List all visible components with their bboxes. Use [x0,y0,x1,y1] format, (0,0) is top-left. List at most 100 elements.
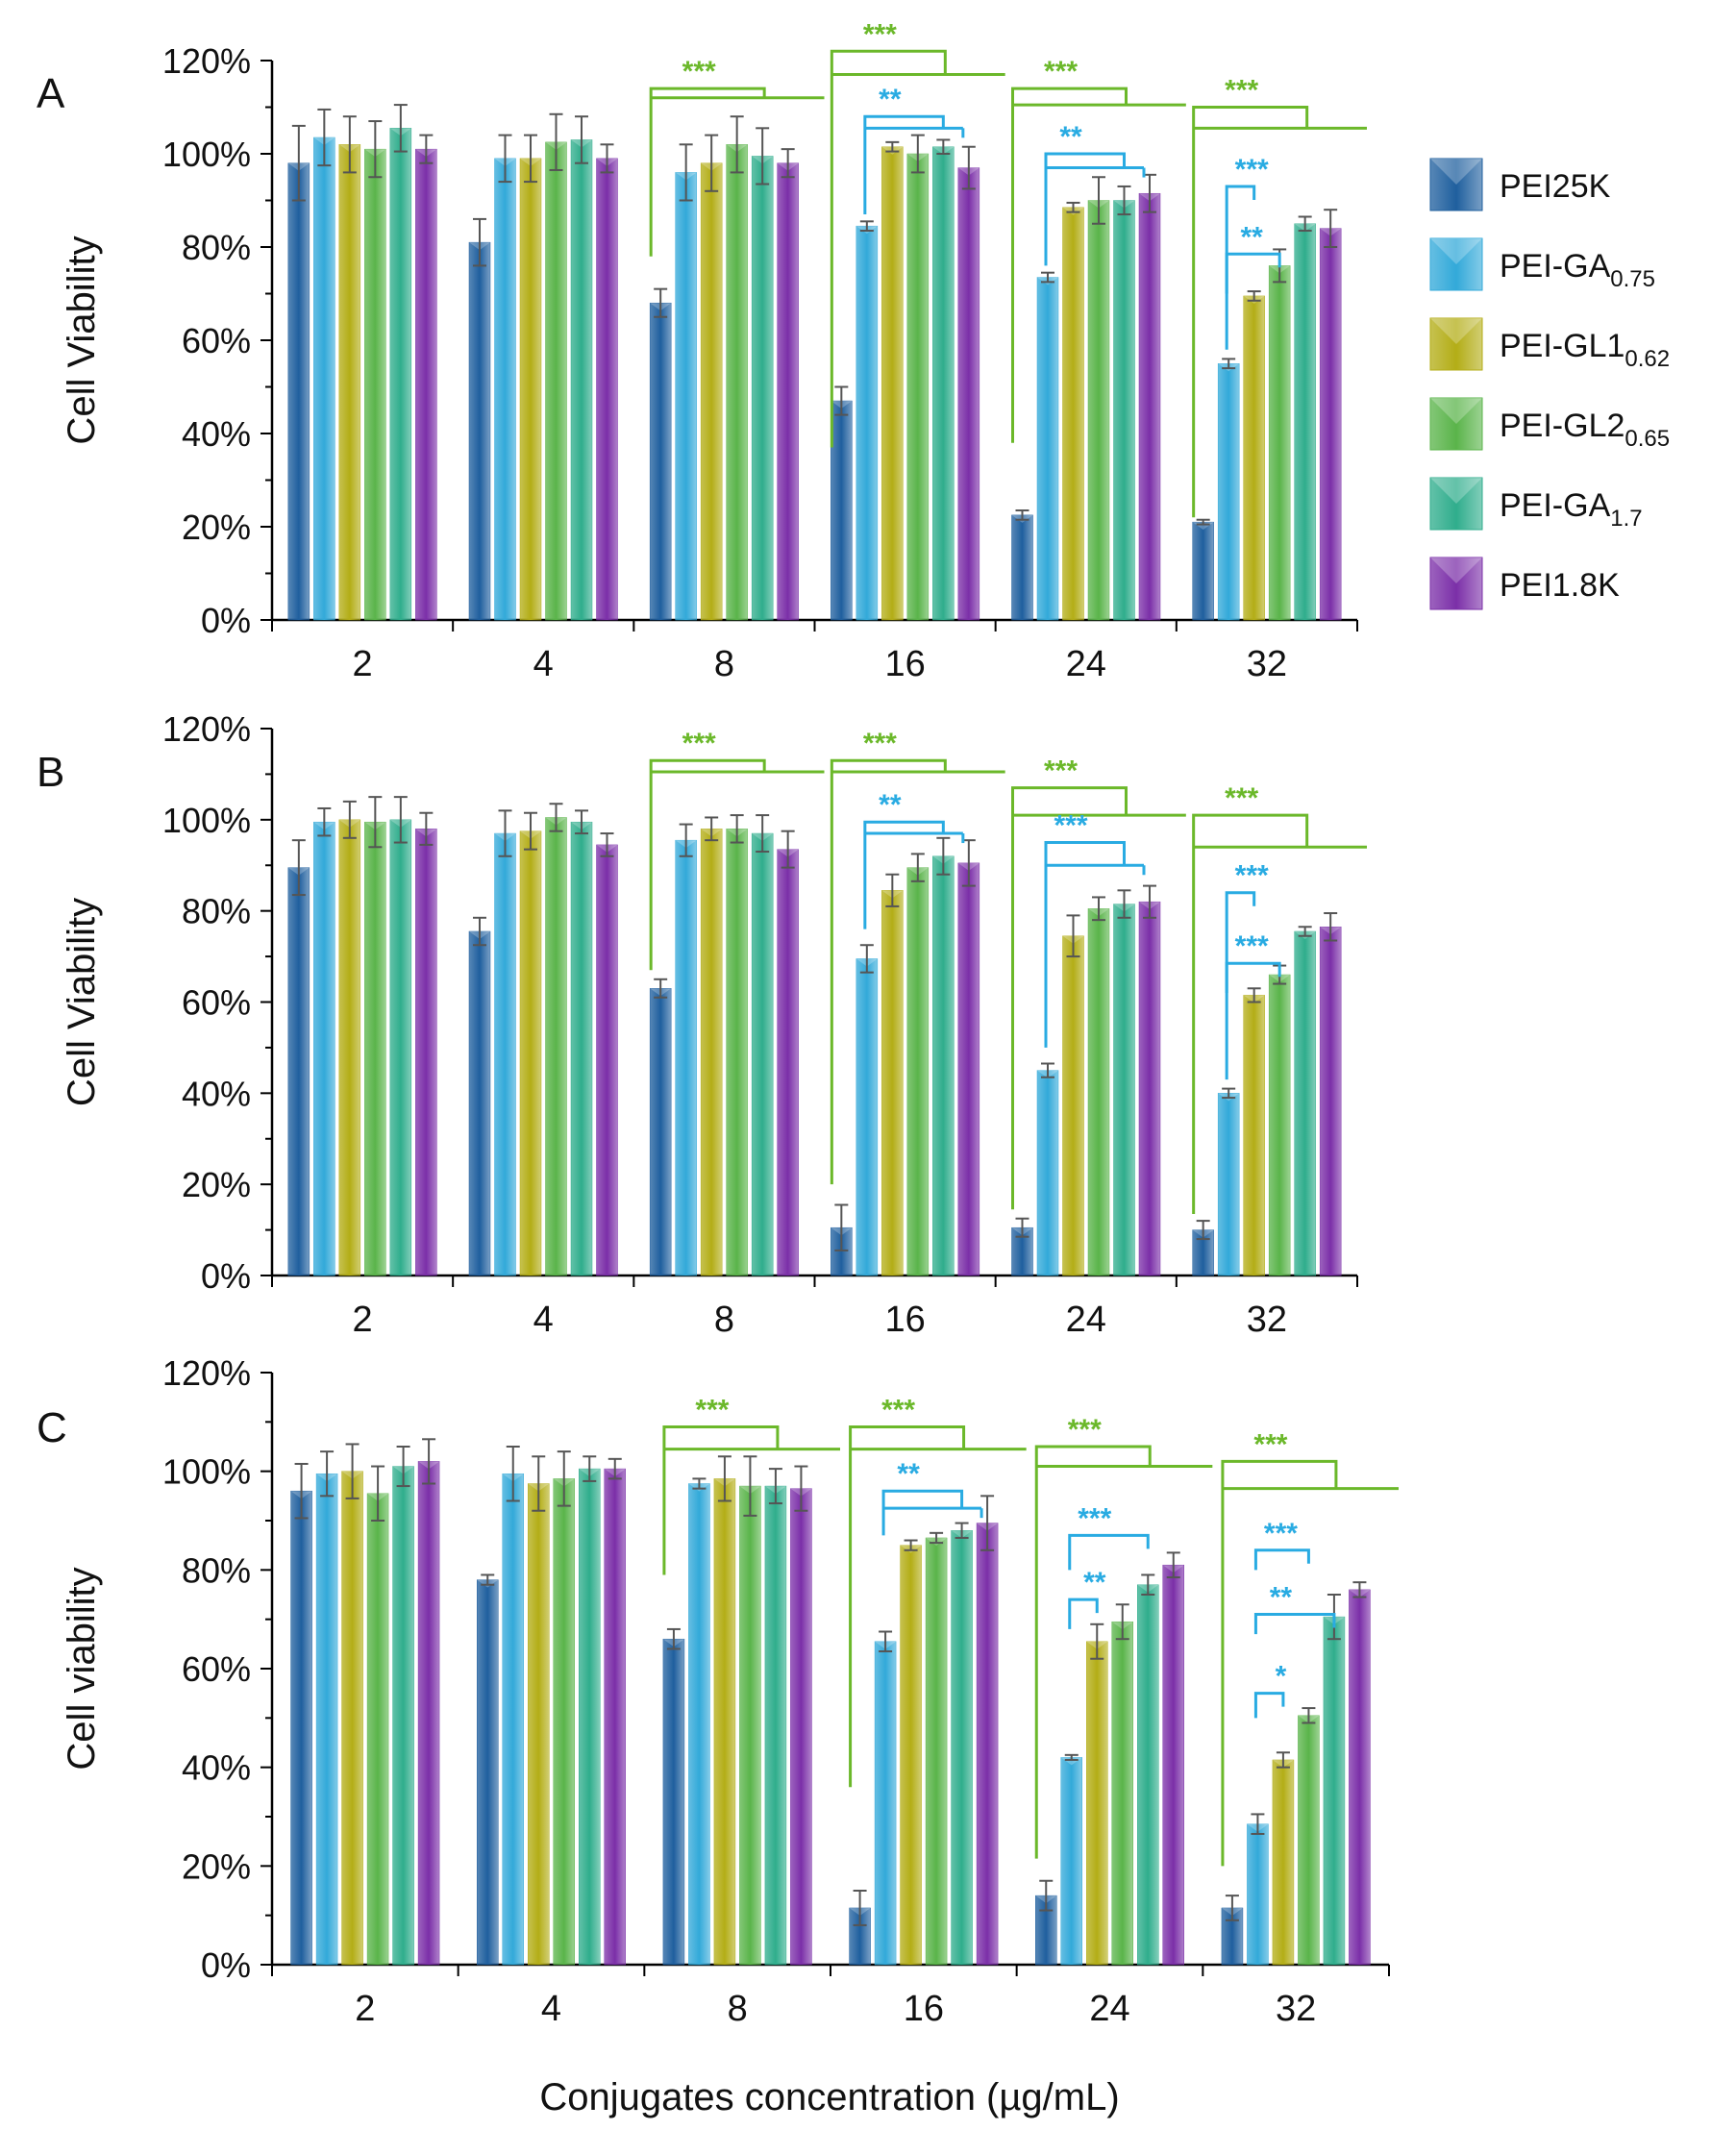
bar [777,849,799,1276]
bar [1138,192,1161,621]
significance-bracket: *** [649,728,825,971]
significance-bracket: ** [1044,121,1146,266]
bar [341,1471,363,1966]
legend-item: PEI-GL10.62 [1429,317,1670,372]
significance-stars: ** [1083,1567,1106,1598]
bar [688,1483,710,1966]
bar [1217,363,1240,621]
bar [831,400,853,621]
legend-item: PEI25K [1429,158,1611,211]
legend-swatch-bevel [1430,238,1482,264]
legend-item: PEI1.8K [1429,557,1620,610]
significance-stars: *** [1225,75,1258,107]
bar [287,867,310,1276]
significance-stars: *** [1235,154,1269,186]
legend-label-base: PEI-GA [1500,487,1611,524]
bar [764,1485,787,1966]
y-axis-label: Cell Viability [61,898,103,1106]
y-tick-label: 40% [182,414,251,454]
legend-label-subscript: 0.65 [1624,426,1670,452]
legend-label: PEI25K [1500,168,1611,205]
legend-label: PEI-GA1.7 [1500,487,1643,532]
bracket-line [830,49,947,448]
significance-stars: *** [1264,1518,1298,1549]
bar [856,958,879,1276]
y-tick-label: 100% [162,801,251,840]
bar [932,855,955,1276]
significance-stars: *** [863,728,897,759]
bracket-line [1253,1548,1310,1571]
bar [957,167,980,621]
bar [1247,1823,1269,1966]
significance-stars: *** [1253,1428,1287,1460]
legend-item: PEI-GL20.65 [1429,397,1670,452]
bar [1298,1715,1320,1966]
bar [790,1488,812,1966]
legend-label-subscript: 0.75 [1610,266,1655,292]
significance-stars: ** [897,1458,920,1490]
legend-swatch [1429,158,1483,211]
shared-x-axis-label: Conjugates concentration (µg/mL) [539,2076,1119,2118]
bar [976,1523,999,1966]
bracket-line [1068,1598,1099,1629]
bar [468,930,491,1276]
bracket-line [1044,152,1126,266]
x-tick-label: 16 [904,1989,944,2029]
y-tick-label: 80% [182,892,251,931]
bracket-line [1044,841,1126,1048]
bracket-line [1034,1445,1152,1859]
bar [502,1473,524,1966]
x-tick-label: 2 [353,1300,373,1340]
bracket-line [849,1424,966,1788]
bar [313,136,335,621]
bar [494,158,516,621]
bracket-line [863,114,945,215]
significance-stars: ** [1059,121,1082,153]
significance-stars: ** [879,789,902,821]
significance-bracket: ** [1225,221,1281,294]
legend-item: PEI-GA1.7 [1429,477,1643,532]
bar [1272,1759,1295,1966]
significance-bracket: *** [1253,1518,1310,1571]
x-tick-label: 8 [728,1989,748,2029]
x-tick-label: 8 [714,1300,734,1340]
bar [1319,927,1342,1276]
legend-label-subscript: 0.62 [1624,346,1670,372]
significance-stars: *** [1235,930,1269,962]
bar [1086,1641,1108,1966]
bar [700,162,723,621]
x-tick-label: 2 [353,644,373,684]
significance-bracket: *** [1068,1502,1150,1571]
bar [713,1478,736,1966]
bar [366,1493,389,1966]
bar [338,144,361,621]
bar [739,1485,761,1966]
bar [1011,514,1033,621]
y-tick-label: 40% [182,1074,251,1113]
panel-letter: C [37,1404,67,1451]
y-tick-label: 80% [182,228,251,267]
significance-stars: *** [1068,1414,1102,1446]
y-tick-label: 100% [162,1452,251,1492]
bar [545,817,567,1276]
significance-stars: *** [682,56,716,87]
x-tick-label: 32 [1247,644,1287,684]
bar [1111,1621,1133,1966]
bar [662,1638,685,1966]
significance-bracket: ** [1253,1582,1336,1635]
bar [579,1468,601,1966]
panel-letter: B [37,749,64,796]
bracket-line [1253,1613,1336,1635]
significance-stars: *** [682,728,716,759]
y-tick-label: 60% [182,321,251,360]
bar [596,158,618,621]
significance-bracket: *** [662,1394,840,1575]
significance-stars: * [1276,1661,1287,1693]
bar [1036,277,1059,621]
bracket-line [1192,106,1309,518]
y-tick-label: 40% [182,1748,251,1788]
bar [726,144,748,621]
bar [415,829,437,1276]
